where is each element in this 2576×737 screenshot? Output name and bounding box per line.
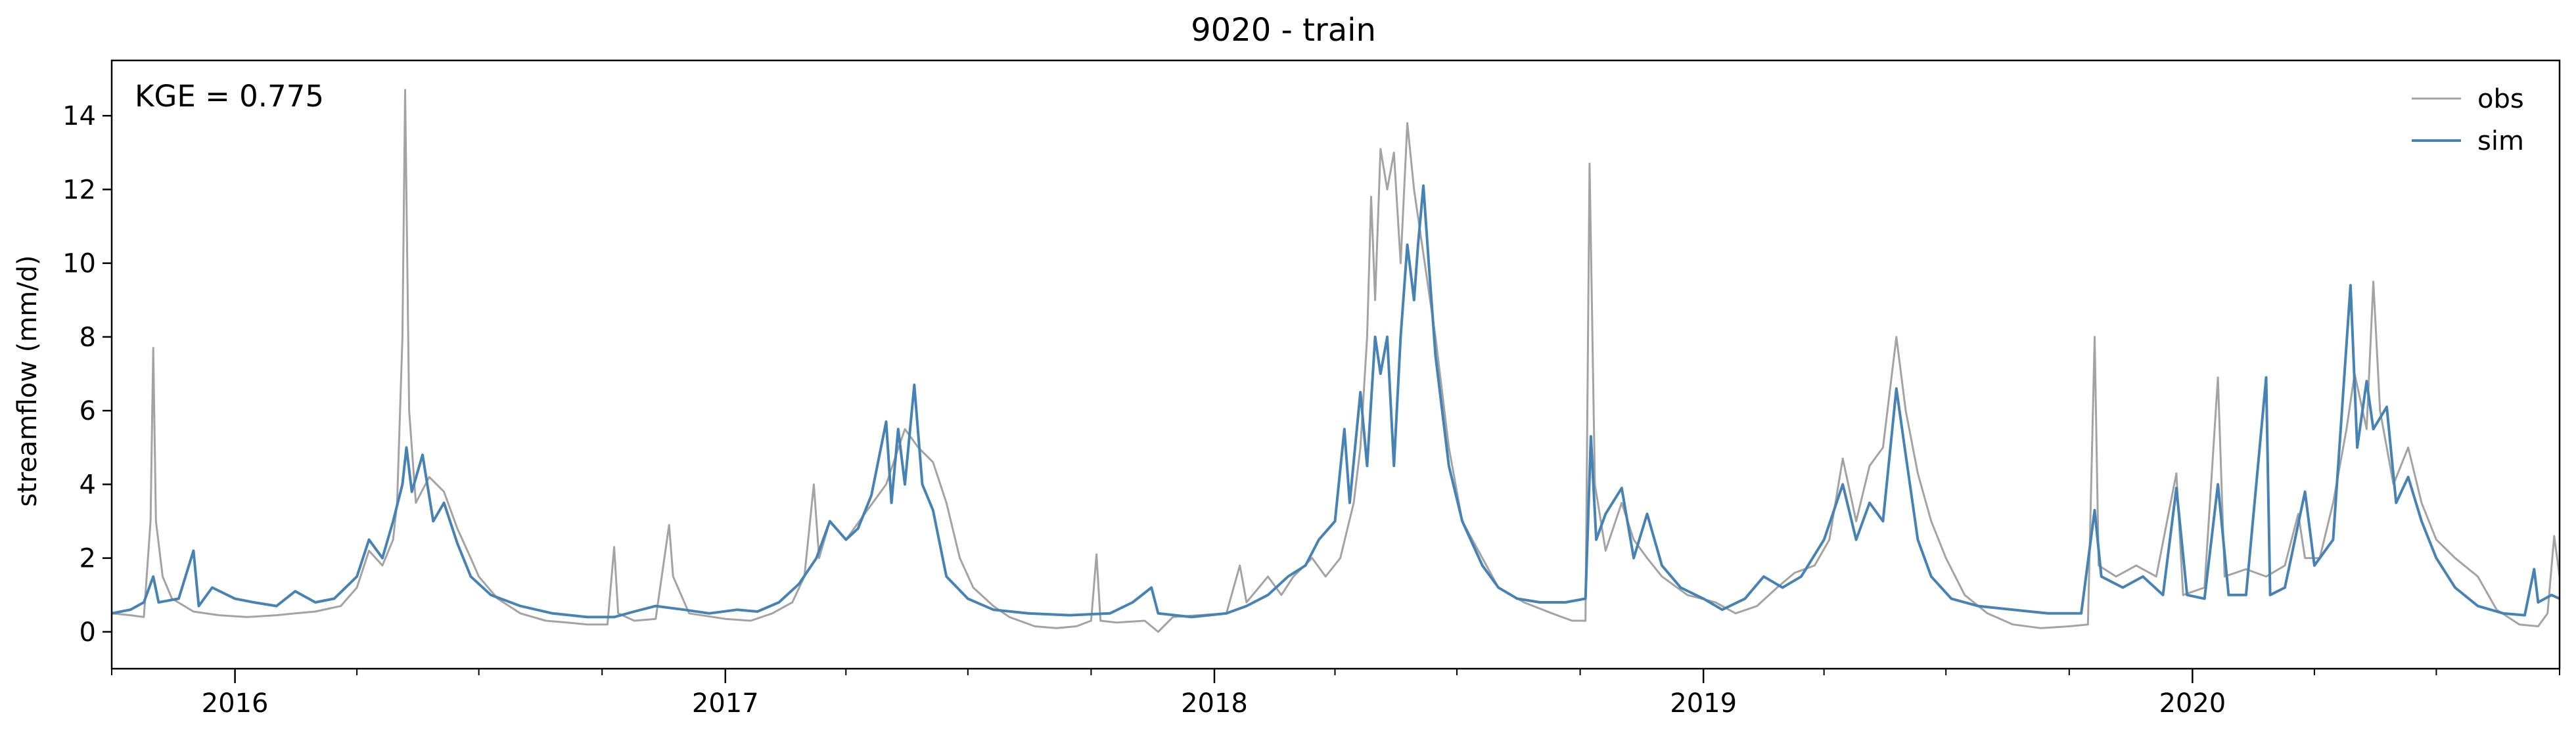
legend-label-sim: sim bbox=[2477, 126, 2524, 156]
y-tick-label: 12 bbox=[62, 175, 96, 205]
kge-annotation: KGE = 0.775 bbox=[135, 79, 324, 114]
chart-title: 9020 - train bbox=[1191, 12, 1376, 49]
y-tick-label: 2 bbox=[80, 544, 96, 574]
legend: obs sim bbox=[2412, 84, 2524, 156]
legend-label-obs: obs bbox=[2477, 84, 2524, 114]
x-tick-label: 2016 bbox=[202, 688, 269, 719]
y-tick-label: 10 bbox=[62, 249, 96, 279]
axes-group: 0 2 4 6 8 10 12 14 2016 2017 2018 2019 2020 bbox=[62, 59, 2561, 719]
y-axis-label: streamflow (mm/d) bbox=[12, 255, 43, 506]
plot-area bbox=[112, 60, 2560, 669]
x-tick-label: 2019 bbox=[1670, 688, 1737, 719]
plot-background bbox=[112, 60, 2560, 669]
series-group bbox=[112, 89, 2560, 633]
y-tick-label: 4 bbox=[80, 470, 96, 500]
x-tick-label: 2020 bbox=[2159, 688, 2226, 719]
y-tick-label: 14 bbox=[62, 101, 96, 131]
x-tick-label: 2018 bbox=[1181, 688, 1248, 719]
x-tick-label: 2017 bbox=[692, 688, 759, 719]
y-tick-label: 6 bbox=[80, 396, 96, 426]
text-group: 9020 - train streamflow (mm/d) KGE = 0.7… bbox=[12, 12, 1376, 507]
axes-frame bbox=[110, 59, 2561, 670]
y-tick-label: 8 bbox=[80, 323, 96, 353]
y-tick-label: 0 bbox=[80, 617, 96, 648]
series-line-sim bbox=[112, 184, 2560, 619]
